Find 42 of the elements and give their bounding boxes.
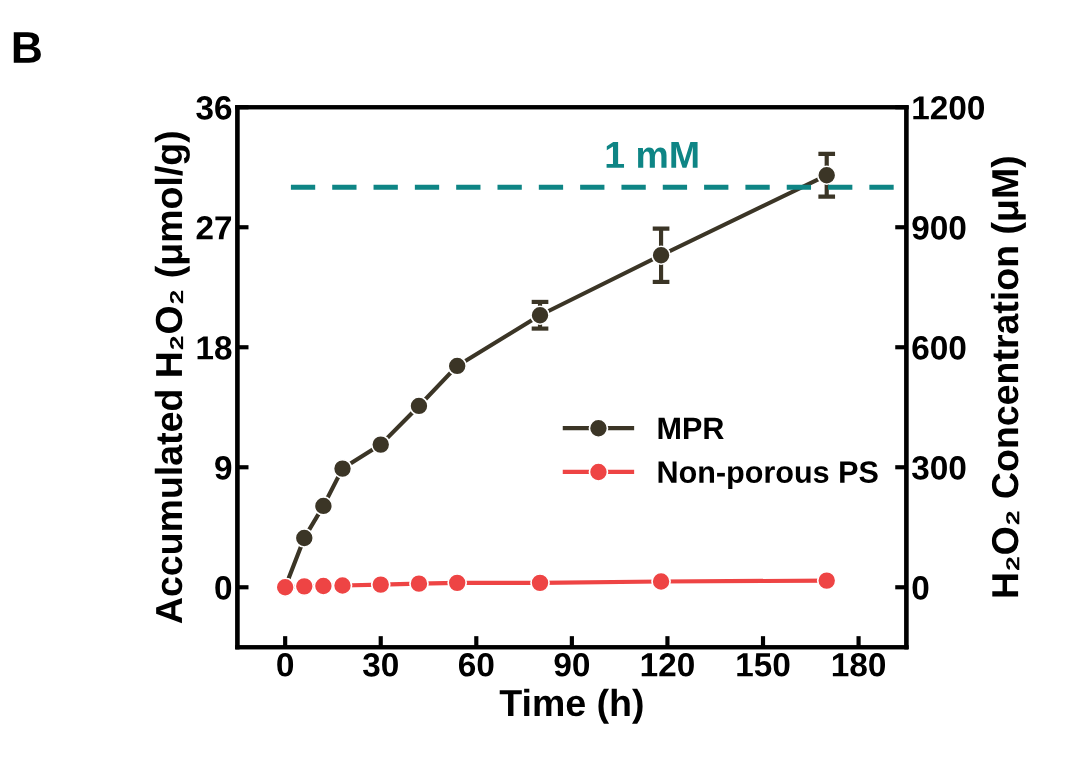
point	[294, 528, 315, 548]
point	[651, 571, 671, 592]
y-axis-title: Accumulated H₂O₂ (μmol/g)	[154, 132, 190, 624]
x-tick-label: 0	[277, 653, 294, 677]
point	[370, 574, 391, 595]
point	[447, 573, 468, 593]
point	[313, 496, 334, 516]
x-tick-label: 120	[641, 653, 694, 677]
y2-tick-label: 300	[911, 456, 966, 480]
point	[530, 573, 550, 593]
x-tick-label: 30	[362, 653, 398, 677]
point	[409, 396, 429, 416]
y2-tick-label: 1200	[913, 96, 985, 120]
x-tick-label: 180	[832, 653, 886, 677]
point	[313, 576, 334, 596]
point	[651, 245, 671, 266]
y2-tick-label: 600	[912, 336, 966, 360]
x-tick-label: 150	[737, 653, 790, 677]
legend-label: Non-porous PS	[658, 461, 878, 489]
legend-label: MPR	[658, 417, 724, 439]
point	[294, 576, 315, 597]
point	[332, 458, 353, 479]
point	[332, 575, 353, 596]
point	[816, 570, 837, 591]
x-axis-title: Time (h)	[499, 688, 643, 724]
y-tick-label: 36	[196, 96, 232, 120]
point	[530, 305, 550, 326]
y-tick-label: 27	[196, 216, 232, 240]
y2-tick-label: 0	[912, 576, 929, 600]
point	[409, 573, 429, 594]
point	[370, 434, 391, 455]
text: B	[13, 32, 41, 63]
y2-axis-title: H₂O₂ Concentration (μM)	[990, 157, 1026, 597]
y2-tick-label: 900	[912, 216, 966, 240]
y-tick-label: 0	[215, 576, 232, 600]
point	[816, 165, 837, 186]
y-tick-label: 18	[197, 336, 232, 360]
x-tick-label: 90	[554, 653, 590, 677]
x-tick-label: 60	[458, 653, 494, 677]
y-tick-label: 9	[215, 456, 232, 480]
ref-line-label: 1 mM	[606, 142, 698, 168]
point	[447, 356, 468, 376]
